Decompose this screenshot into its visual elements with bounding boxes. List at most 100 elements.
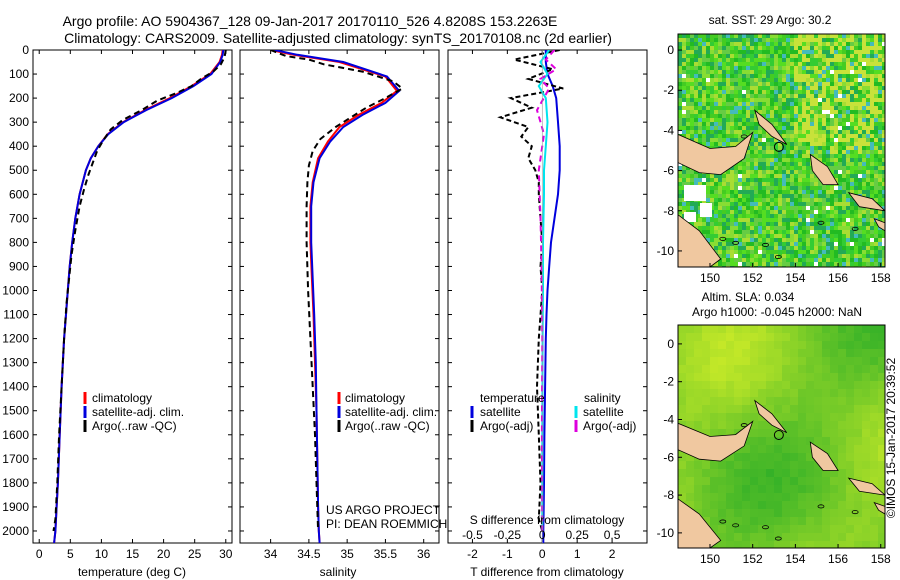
sst-cell <box>770 38 775 43</box>
sst-cell <box>766 190 771 195</box>
sst-cell <box>686 114 691 119</box>
sst-cell <box>698 70 703 75</box>
sst-cell <box>758 134 763 139</box>
sst-cell <box>726 218 731 223</box>
sst-cell <box>782 90 787 95</box>
sst-cell <box>706 230 711 235</box>
sst-cell <box>850 38 855 43</box>
sst-cell <box>830 202 835 207</box>
sst-cell <box>858 94 863 99</box>
sst-cell <box>778 114 783 119</box>
map-ytick-label: -6 <box>663 450 674 464</box>
sst-cell <box>678 206 683 211</box>
sst-cell <box>818 150 823 155</box>
sst-cell <box>806 234 811 239</box>
sla-cell <box>678 461 687 470</box>
sst-cell <box>794 214 799 219</box>
sst-cell <box>854 122 859 127</box>
sst-cell <box>742 246 747 251</box>
sst-cell <box>814 202 819 207</box>
sst-cell <box>714 234 719 239</box>
sst-cell <box>778 94 783 99</box>
sst-cell <box>702 50 707 55</box>
sst-cell <box>814 242 819 247</box>
sla-cell <box>798 365 807 374</box>
sst-cell <box>882 66 885 71</box>
sst-cell <box>690 202 695 207</box>
sst-cell <box>794 50 799 55</box>
sla-cell <box>830 341 839 350</box>
sst-cell <box>846 98 851 103</box>
sst-cell <box>762 142 767 147</box>
sst-cell <box>750 38 755 43</box>
sla-cell <box>686 469 695 478</box>
sst-cell <box>750 202 755 207</box>
sla-cell <box>758 341 767 350</box>
sla-cell <box>686 373 695 382</box>
sst-cell <box>846 262 851 267</box>
sst-cell <box>858 114 863 119</box>
sst-cell <box>754 234 759 239</box>
sst-cell <box>722 194 727 199</box>
sst-cell <box>746 150 751 155</box>
sst-cell <box>702 114 707 119</box>
sst-cell <box>794 166 799 171</box>
sst-cell <box>758 82 763 87</box>
sla-cell <box>710 517 719 526</box>
sst-cell <box>718 190 723 195</box>
sst-cell <box>870 66 875 71</box>
sst-cell <box>738 210 743 215</box>
sst-cell <box>746 66 751 71</box>
sla-cell <box>814 381 823 390</box>
sst-cell <box>698 226 703 231</box>
sla-cell <box>798 485 807 494</box>
sst-cell <box>774 174 779 179</box>
sst-cell <box>786 102 791 107</box>
sst-cell <box>814 82 819 87</box>
sla-cell <box>734 333 743 342</box>
sst-cell <box>834 126 839 131</box>
sst-cell <box>706 222 711 227</box>
sla-cell <box>686 421 695 430</box>
sst-cell <box>870 126 875 131</box>
sst-cell <box>874 222 879 227</box>
sst-cell <box>714 106 719 111</box>
sla-cell <box>862 365 871 374</box>
depth-tick-label: 300 <box>9 115 29 129</box>
sla-cell <box>854 429 863 438</box>
sst-cell <box>730 198 735 203</box>
sst-cell <box>702 122 707 127</box>
legend-label-climatology: climatology <box>92 391 152 405</box>
sst-cell <box>802 66 807 71</box>
sst-cell <box>690 62 695 67</box>
sst-cell <box>798 54 803 59</box>
sst-cell <box>766 98 771 103</box>
sst-cell <box>766 150 771 155</box>
sst-cell <box>698 98 703 103</box>
sst-cell <box>730 78 735 83</box>
project-annotation: US ARGO PROJECT <box>326 503 441 517</box>
sst-cell <box>782 150 787 155</box>
sst-cell <box>758 34 763 39</box>
sst-cell <box>794 210 799 215</box>
sst-cell <box>878 58 883 63</box>
sst-cell <box>806 78 811 83</box>
sst-cell <box>726 126 731 131</box>
sst-cell <box>850 234 855 239</box>
sst-cell <box>714 226 719 231</box>
sst-cell <box>770 262 775 267</box>
sst-cell <box>754 170 759 175</box>
sst-cell <box>810 126 815 131</box>
sla-cell <box>830 469 839 478</box>
sst-cell <box>806 226 811 231</box>
sst-cell <box>802 190 807 195</box>
sla-cell <box>750 437 759 446</box>
sla-cell <box>790 341 799 350</box>
map-xtick-label: 154 <box>785 271 805 285</box>
sst-cell <box>754 122 759 127</box>
sst-cell <box>822 98 827 103</box>
sla-cell <box>702 429 711 438</box>
sst-cell <box>678 118 683 123</box>
sst-cell <box>870 166 875 171</box>
sst-cell <box>826 214 831 219</box>
